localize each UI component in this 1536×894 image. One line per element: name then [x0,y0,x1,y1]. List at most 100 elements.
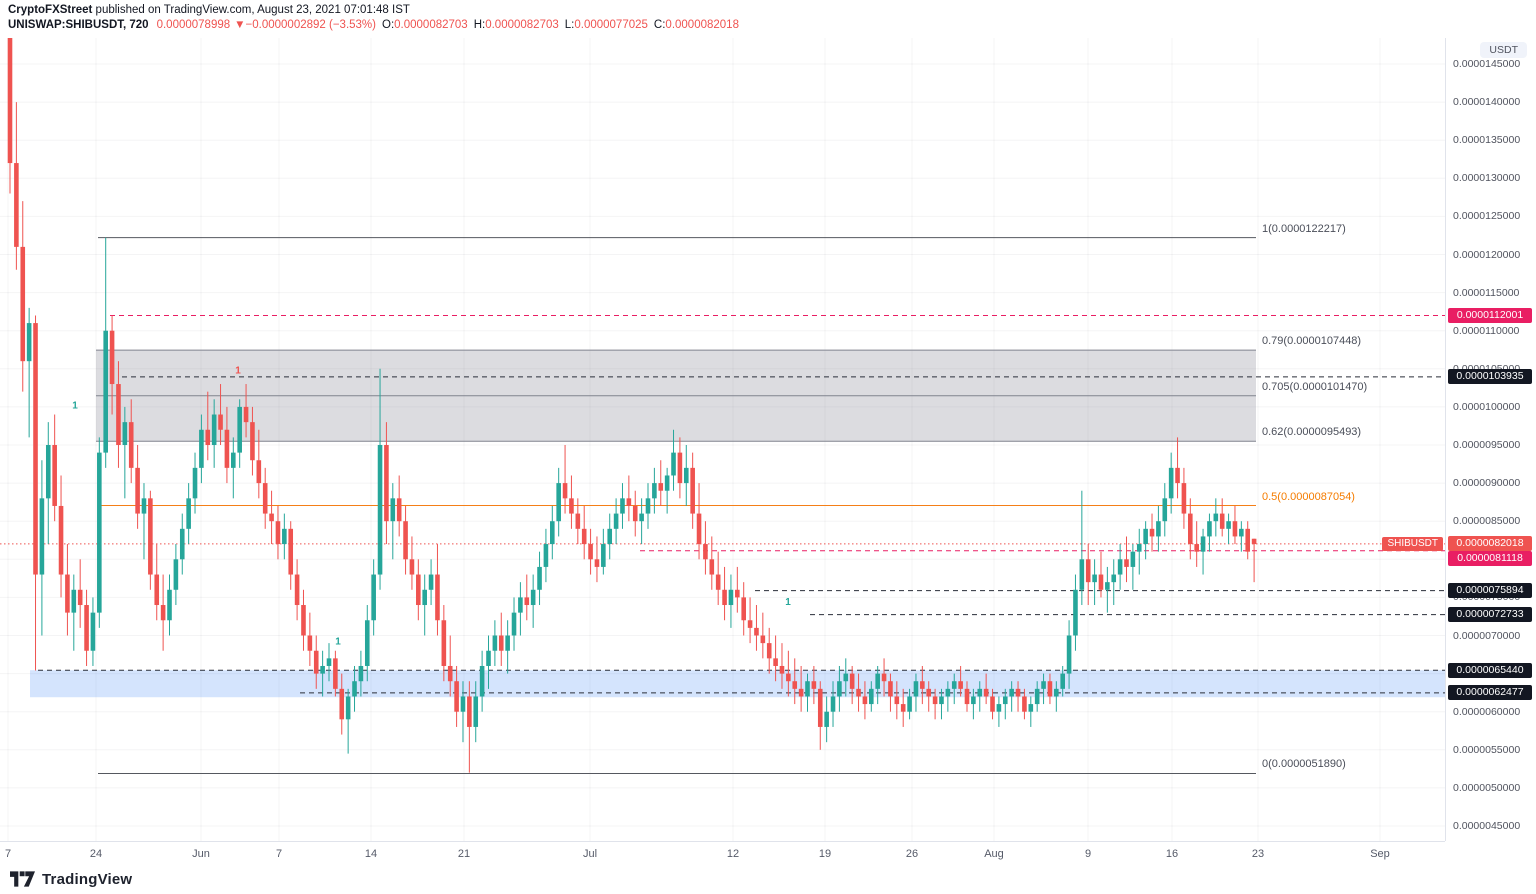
candle-body [1143,528,1148,545]
price-level-badge: 0.0000062477 [1448,685,1532,701]
candle-body [1239,528,1244,537]
attribution-footer: TradingView [10,866,132,892]
time-axis-tick: 7 [275,848,283,860]
candle-body [856,688,861,697]
time-axis-tick: 9 [1084,848,1092,860]
candle-body [1002,696,1008,705]
candle-body [288,528,294,575]
candle-body [1117,559,1123,575]
candle-body [696,513,702,545]
candle-body [1251,538,1257,545]
candle-body [735,589,740,598]
candle-body [428,574,434,590]
candle-body [192,467,198,499]
candle-body [1015,688,1021,697]
price-axis-tick: 0.0000145000 [1453,58,1521,70]
candle-body [824,711,829,727]
candle-body [441,620,447,666]
publisher-name: CryptoFXStreet [8,4,93,16]
candle-body [550,521,555,545]
price-axis-tick: 0.0000060000 [1453,705,1521,718]
candle-body [1149,528,1155,537]
candle-body [1245,528,1251,552]
candle-body [160,605,166,621]
candle-body [77,589,83,606]
candle-body [900,704,906,712]
candle-body [594,559,600,567]
candle-body [294,574,300,606]
wave-marker: 1 [235,365,241,376]
candle-body [1130,551,1136,567]
symbol-title[interactable]: UNISWAP:SHIBUSDT, 720 [8,19,149,31]
candle-body [454,681,459,712]
price-axis-tick: 0.0000130000 [1453,172,1521,185]
candle-body [932,696,938,705]
candle-body [1200,536,1206,552]
time-axis-tick: 7 [4,848,12,860]
candle-body [894,696,900,705]
time-axis[interactable]: 7 24 Jun 7 14 21 Jul 12 19 26 Aug 9 16 23 Sep [0,841,1445,869]
candle-body [109,330,115,385]
price-axis-tick: 0.0000085000 [1453,515,1521,528]
wave-marker: 1 [335,637,341,648]
candle-body [722,589,727,606]
candle-body [141,498,147,514]
time-axis-tick: Jun [192,848,210,860]
candle-body [1188,513,1193,545]
candle-body [588,544,593,560]
candle-body [173,559,179,590]
candle-body [269,513,274,522]
candle-body [875,673,880,689]
candle-body [90,612,96,651]
candle-body [154,574,160,606]
currency-toggle-button[interactable]: USDT [1480,42,1527,58]
candle-body [148,498,153,575]
time-axis-tick: 21 [457,848,471,860]
price-axis-tick: 0.0000050000 [1453,781,1521,794]
candle-body [1213,513,1219,522]
candle-body [275,521,281,545]
candle-body [837,681,842,697]
candle-body [345,696,351,720]
candle-body [467,696,472,727]
candle-body [645,498,651,514]
candle-body [951,681,957,689]
low-label: L: [564,19,575,31]
candle-body [945,688,951,697]
candle-body [39,498,45,575]
candle-body [167,589,172,621]
candle-body [358,665,364,682]
last-price: 0.0000078998 [156,19,231,31]
candle-body [518,597,523,613]
candle-body [307,635,313,651]
candle-body [282,528,287,545]
tradingview-logo-icon[interactable] [10,871,35,887]
candle-body [1226,521,1231,529]
candle-body [639,513,644,522]
candle-body [524,597,530,606]
price-axis[interactable]: USDT 0.0000145000 0.0000140000 0.000013500… [1445,35,1536,841]
candle-body [122,422,128,445]
candle-body [575,513,581,529]
price-axis-tick: 0.0000125000 [1453,210,1521,223]
candle-body [1028,704,1034,712]
candle-body [416,574,421,606]
price-axis-tick: 0.0000070000 [1453,629,1521,642]
candle-body [620,498,625,514]
candle-body [849,673,855,689]
candle-body [71,589,77,613]
candle-body [1136,544,1142,552]
candle-body [14,163,19,247]
candle-body [422,589,427,606]
candle-body [569,498,574,514]
candle-body [333,658,338,689]
candle-body [983,688,989,697]
price-axis-tick: 0.0000045000 [1453,820,1521,832]
candle-body [492,635,498,651]
price-axis-tick: 0.0000095000 [1453,439,1521,451]
candle-body [562,483,568,499]
candle-body [996,704,1002,712]
candle-body [243,406,249,423]
tradingview-brand[interactable]: TradingView [42,870,133,888]
